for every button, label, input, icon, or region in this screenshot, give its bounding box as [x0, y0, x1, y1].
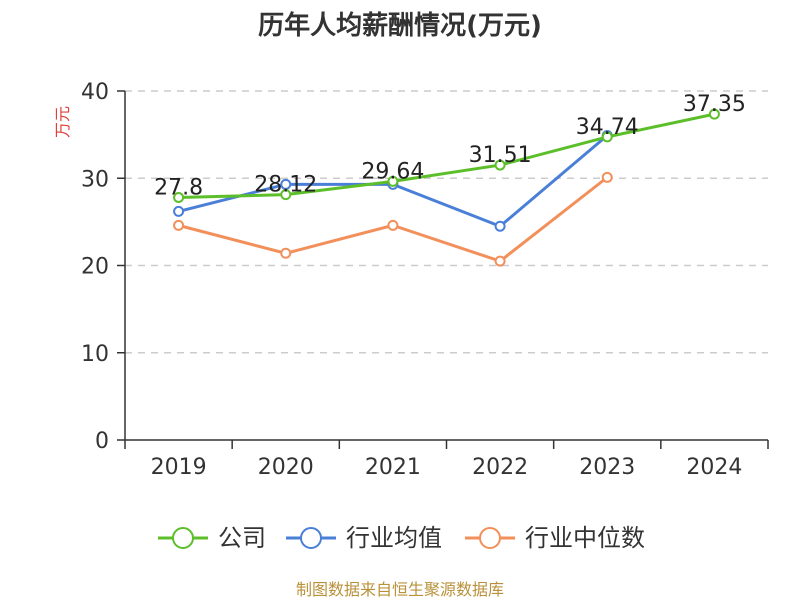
legend-item-0[interactable]: 公司: [158, 524, 266, 552]
data-point[interactable]: [173, 205, 185, 217]
legend-item-1[interactable]: 行业均值: [286, 524, 442, 552]
legend-marker: [300, 527, 322, 549]
x-tick-label: 2021: [365, 455, 421, 480]
y-axis-label: 万元: [53, 106, 72, 138]
y-tick-label: 30: [81, 167, 109, 192]
data-label: 29.64: [361, 159, 424, 184]
x-tick-label: 2019: [151, 455, 207, 480]
series-group: 27.8 28.12 29.64 31.51 34.74 37.35: [154, 92, 746, 267]
x-tick-label: 2022: [472, 455, 528, 480]
data-point[interactable]: [280, 178, 292, 190]
data-label: 28.12: [254, 173, 317, 198]
x-tick-label: 2024: [686, 455, 742, 480]
data-point[interactable]: [494, 159, 506, 171]
series-0: [173, 108, 720, 203]
x-tick-label: 2023: [579, 455, 635, 480]
data-point[interactable]: [601, 171, 613, 183]
legend-marker: [172, 527, 194, 549]
data-point[interactable]: [601, 131, 613, 143]
legend-label: 行业均值: [346, 524, 442, 552]
data-point[interactable]: [280, 247, 292, 259]
data-point[interactable]: [494, 220, 506, 232]
legend-label: 公司: [218, 524, 266, 552]
grid: [125, 90, 768, 354]
legend-label: 行业中位数: [525, 524, 645, 552]
data-point[interactable]: [708, 108, 720, 120]
legend-marker: [479, 527, 501, 549]
data-label: 37.35: [683, 92, 746, 117]
data-point[interactable]: [494, 255, 506, 267]
data-point[interactable]: [173, 191, 185, 203]
data-point[interactable]: [387, 175, 399, 187]
data-source-note: 制图数据来自恒生聚源数据库: [296, 580, 504, 599]
data-point[interactable]: [280, 189, 292, 201]
chart-title: 历年人均薪酬情况(万元): [258, 10, 542, 41]
y-tick-label: 40: [81, 80, 109, 105]
data-point[interactable]: [173, 219, 185, 231]
data-label: 31.51: [469, 143, 532, 168]
legend-item-2[interactable]: 行业中位数: [465, 524, 645, 552]
series-line-0: [178, 112, 715, 199]
data-point[interactable]: [387, 219, 399, 231]
y-tick-label: 20: [81, 255, 109, 280]
series-2: [173, 171, 613, 267]
axes: 0 10 20 30 40 2019 2020 2021 2022 2023 2024: [81, 80, 769, 480]
x-tick-label: 2020: [258, 455, 314, 480]
y-tick-label: 0: [95, 429, 109, 454]
legend[interactable]: 公司 行业均值 行业中位数: [158, 524, 645, 552]
data-label: 34.74: [576, 115, 639, 140]
data-label: 27.8: [154, 175, 203, 200]
y-tick-label: 10: [81, 342, 109, 367]
